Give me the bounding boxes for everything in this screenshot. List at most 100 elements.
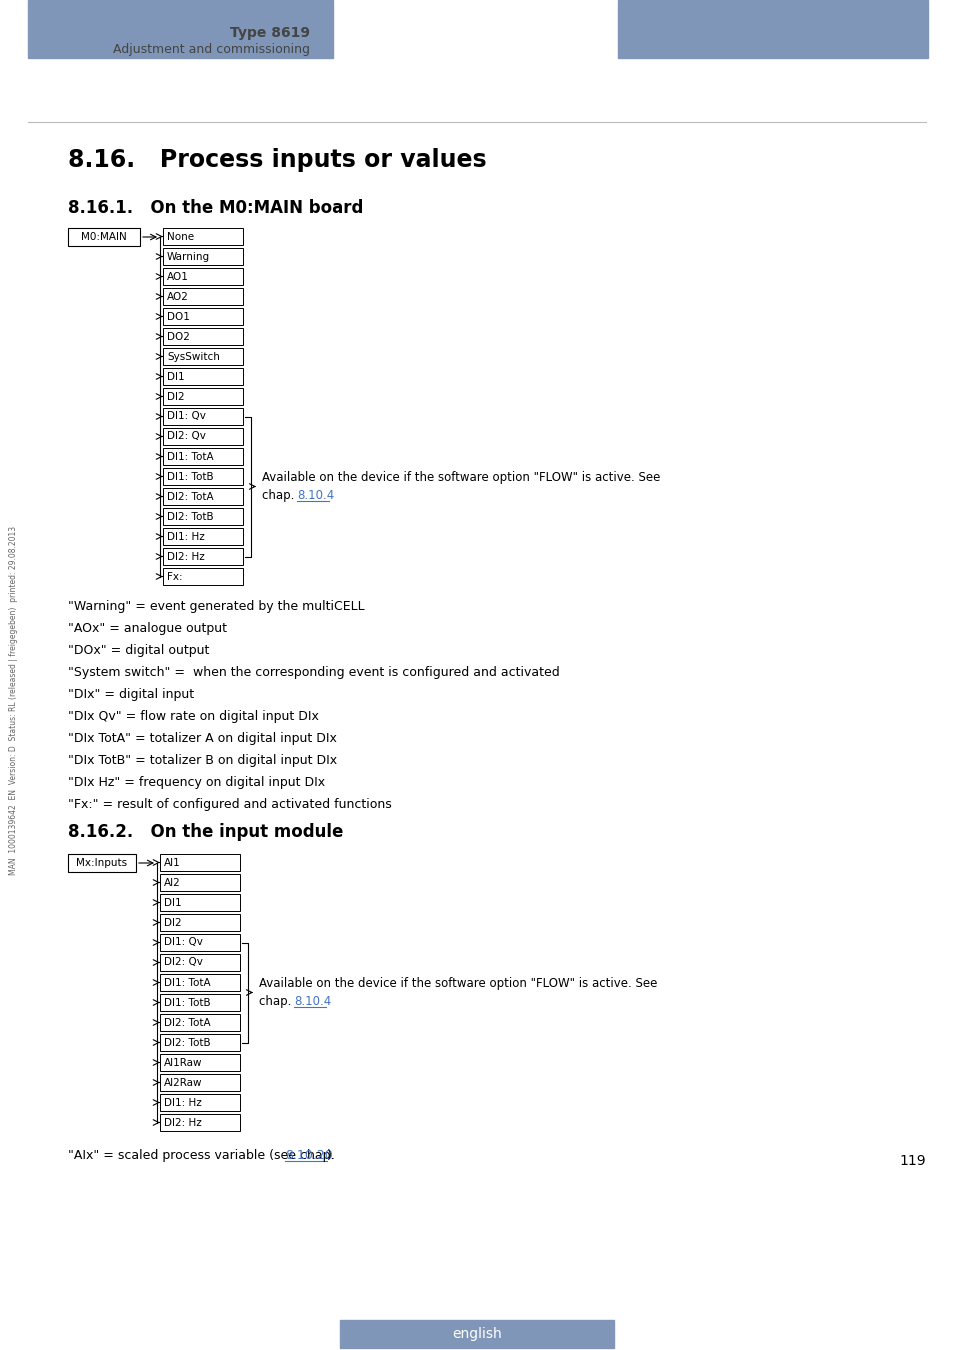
Text: DI1: Hz: DI1: Hz	[167, 532, 205, 541]
Bar	[160, 973, 240, 991]
Text: "Warning" = event generated by the multiCELL: "Warning" = event generated by the multi…	[68, 599, 364, 613]
Bar	[163, 387, 243, 405]
Text: DI2: TotA: DI2: TotA	[164, 1018, 211, 1027]
Bar	[163, 568, 243, 585]
Bar	[618, 0, 927, 58]
Text: None: None	[167, 231, 193, 242]
Text: AI1Raw: AI1Raw	[164, 1057, 202, 1068]
Text: chap.: chap.	[258, 995, 294, 1008]
Bar	[163, 528, 243, 545]
Bar	[163, 548, 243, 566]
Text: DI2: DI2	[167, 392, 185, 401]
Bar	[163, 369, 243, 385]
Text: 8.10.20: 8.10.20	[285, 1149, 333, 1162]
Text: Fx:: Fx:	[167, 571, 182, 582]
Bar	[160, 934, 240, 950]
Bar	[68, 228, 140, 246]
Text: Type 8619: Type 8619	[230, 26, 310, 40]
Text: chap.: chap.	[262, 489, 297, 502]
Text: "DIx Qv" = flow rate on digital input DIx: "DIx Qv" = flow rate on digital input DI…	[68, 710, 318, 724]
Text: Available on the device if the software option "FLOW" is active. See: Available on the device if the software …	[262, 471, 659, 485]
Text: DI1: Qv: DI1: Qv	[164, 937, 203, 948]
Text: 119: 119	[899, 1154, 925, 1168]
Text: AI2Raw: AI2Raw	[164, 1077, 202, 1088]
Text: Available on the device if the software option "FLOW" is active. See: Available on the device if the software …	[258, 977, 657, 990]
Text: DI1: DI1	[164, 898, 181, 907]
Text: ).: ).	[327, 1149, 335, 1162]
Text: 8.16.   Process inputs or values: 8.16. Process inputs or values	[68, 148, 486, 171]
Bar	[163, 348, 243, 364]
Text: DI2: TotB: DI2: TotB	[167, 512, 213, 521]
Bar	[163, 508, 243, 525]
Text: DI2: Hz: DI2: Hz	[164, 1118, 201, 1127]
Text: AI1: AI1	[164, 857, 180, 868]
Bar	[68, 855, 136, 872]
Bar	[163, 308, 243, 325]
Bar	[339, 1320, 614, 1349]
Bar	[163, 428, 243, 446]
Text: DI1: Hz: DI1: Hz	[164, 1098, 201, 1107]
Text: AO2: AO2	[167, 292, 189, 301]
Bar	[160, 1054, 240, 1071]
Text: 8.16.1.   On the M0:MAIN board: 8.16.1. On the M0:MAIN board	[68, 198, 363, 217]
Text: "DOx" = digital output: "DOx" = digital output	[68, 644, 209, 657]
Bar	[163, 408, 243, 425]
Text: english: english	[452, 1327, 501, 1341]
Bar	[160, 954, 240, 971]
Bar	[28, 0, 333, 58]
Text: 8.10.4: 8.10.4	[294, 995, 331, 1008]
Bar	[160, 1014, 240, 1031]
Text: DI2: Qv: DI2: Qv	[164, 957, 203, 968]
Text: AO1: AO1	[167, 271, 189, 282]
Bar	[160, 1114, 240, 1131]
Text: DI2: Qv: DI2: Qv	[167, 432, 206, 441]
Text: "AIx" = scaled process variable (see chap.: "AIx" = scaled process variable (see cha…	[68, 1149, 338, 1162]
Text: 8.10.4: 8.10.4	[296, 489, 334, 502]
Bar	[163, 288, 243, 305]
Text: Mx:Inputs: Mx:Inputs	[76, 859, 128, 868]
Text: Adjustment and commissioning: Adjustment and commissioning	[112, 43, 310, 57]
Bar	[160, 873, 240, 891]
Bar	[163, 228, 243, 244]
Text: Warning: Warning	[167, 251, 210, 262]
Text: DI1: Qv: DI1: Qv	[167, 412, 206, 421]
Text: MAN  1000139642  EN  Version: D  Status: RL (released | freigegeben)  printed: 2: MAN 1000139642 EN Version: D Status: RL …	[10, 525, 18, 875]
Text: "DIx Hz" = frequency on digital input DIx: "DIx Hz" = frequency on digital input DI…	[68, 776, 325, 788]
Text: SysSwitch: SysSwitch	[167, 351, 219, 362]
Bar	[163, 487, 243, 505]
Text: "DIx TotB" = totalizer B on digital input DIx: "DIx TotB" = totalizer B on digital inpu…	[68, 755, 336, 767]
Bar	[160, 994, 240, 1011]
Text: DI2: TotA: DI2: TotA	[167, 491, 213, 501]
Text: DI1: TotB: DI1: TotB	[167, 471, 213, 482]
Text: "DIx TotA" = totalizer A on digital input DIx: "DIx TotA" = totalizer A on digital inpu…	[68, 732, 336, 745]
Text: bürkert: bürkert	[629, 24, 745, 53]
Bar	[163, 448, 243, 464]
Bar	[163, 269, 243, 285]
Text: DI1: TotA: DI1: TotA	[167, 451, 213, 462]
Bar	[160, 1034, 240, 1052]
Text: DI1: TotB: DI1: TotB	[164, 998, 211, 1007]
Text: DI1: DI1	[167, 371, 185, 382]
Text: DO1: DO1	[167, 312, 190, 321]
Text: DO2: DO2	[167, 332, 190, 342]
Bar	[160, 914, 240, 931]
Text: "DIx" = digital input: "DIx" = digital input	[68, 688, 193, 701]
Bar	[163, 248, 243, 265]
Bar	[160, 855, 240, 871]
Text: DI1: TotA: DI1: TotA	[164, 977, 211, 987]
Bar	[163, 328, 243, 346]
Text: M0:MAIN: M0:MAIN	[81, 232, 127, 242]
Text: DI2: DI2	[164, 918, 181, 927]
Text: AI2: AI2	[164, 878, 180, 887]
Bar	[163, 468, 243, 485]
Text: "System switch" =  when the corresponding event is configured and activated: "System switch" = when the corresponding…	[68, 666, 559, 679]
Text: "Fx:" = result of configured and activated functions: "Fx:" = result of configured and activat…	[68, 798, 392, 811]
Text: FLUID CONTROL SYSTEMS: FLUID CONTROL SYSTEMS	[629, 49, 738, 58]
Text: DI2: Hz: DI2: Hz	[167, 552, 205, 562]
Bar	[160, 1094, 240, 1111]
Text: 8.16.2.   On the input module: 8.16.2. On the input module	[68, 824, 343, 841]
Text: "AOx" = analogue output: "AOx" = analogue output	[68, 622, 227, 634]
Bar	[160, 1075, 240, 1091]
Text: DI2: TotB: DI2: TotB	[164, 1038, 211, 1048]
Bar	[160, 894, 240, 911]
